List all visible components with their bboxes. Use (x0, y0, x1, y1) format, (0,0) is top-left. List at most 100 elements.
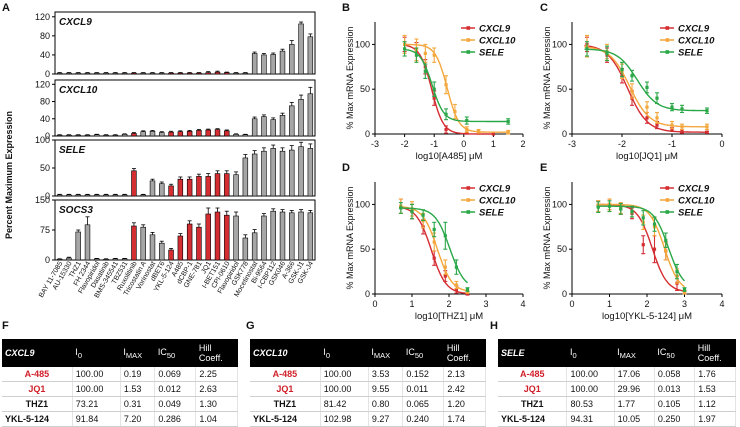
bar (75, 231, 81, 261)
value-cell: 0.065 (402, 396, 445, 412)
legend-marker (665, 38, 670, 42)
data-point (465, 127, 469, 132)
value-cell: 0.013 (654, 381, 696, 397)
x-tick-label: 1 (491, 139, 496, 149)
value-cell: 91.84 (72, 411, 121, 427)
bar (84, 194, 91, 197)
data-point (680, 107, 684, 111)
value-cell: 100.00 (566, 381, 615, 397)
y-tick-label: 100 (355, 199, 370, 209)
legend-label: CXCL10 (678, 196, 715, 207)
bar (149, 130, 156, 137)
panel-label-d: D (342, 162, 350, 174)
bar (56, 258, 63, 261)
legend-label: CXCL10 (678, 36, 715, 47)
panel-label-a: A (2, 2, 10, 14)
table-row: A-485 100.00 17.06 0.058 1.76 (498, 367, 736, 382)
y-tick-label: 50 (557, 244, 567, 254)
bar (121, 194, 128, 197)
legend-marker (466, 198, 471, 202)
bar-panel-socs3: SOCS3 0 75 150 (35, 195, 316, 265)
header-ic50: IC50 (402, 339, 444, 367)
legend-marker (665, 198, 670, 202)
data-point (655, 96, 659, 100)
hill-line2: Coeff. (198, 353, 223, 363)
value-cell: 100.00 (566, 367, 615, 382)
hill-line2: Coeff. (446, 353, 471, 363)
table-row: YKL-5-124 102.98 9.27 0.240 1.74 (250, 411, 486, 427)
legend-label: CXCL9 (678, 184, 710, 195)
bar (298, 23, 304, 75)
bar (196, 176, 202, 197)
data-point (705, 109, 709, 113)
value-cell: 2.63 (195, 381, 238, 397)
y-tick-label: 0 (365, 129, 370, 139)
legend-marker (466, 186, 471, 190)
value-cell: 102.98 (320, 411, 369, 427)
bar (56, 134, 63, 137)
dose-response-e: 0 50 100 0 1 2 3 4 log10[YKL-5-124] μM % Max mRNA… (542, 182, 725, 322)
bar (233, 174, 239, 197)
legend-marker (665, 186, 670, 190)
header-hill: Hill Coeff. (195, 339, 238, 367)
bar (298, 99, 304, 137)
y-tick-label: 100 (35, 135, 50, 145)
ic50-sub: 50 (166, 350, 176, 360)
value-cell: 17.06 (614, 367, 655, 382)
data-point (682, 287, 687, 292)
bar (261, 215, 267, 261)
data-point (630, 209, 634, 214)
y-tick-label: 50 (360, 244, 370, 254)
panel-label-c: C (540, 2, 548, 14)
y-tick-label: 100 (355, 39, 370, 49)
value-cell: 1.53 (694, 381, 736, 397)
legend-marker (665, 50, 670, 54)
data-point (675, 270, 679, 274)
bar-panel-sele: SELE 0 50 100 (35, 135, 316, 201)
bar (131, 72, 137, 75)
compound-cell: THZ1 (498, 396, 568, 412)
bar (205, 213, 211, 261)
legend-label: SELE (678, 208, 703, 219)
value-cell: 81.42 (320, 396, 369, 412)
table-gene-header: CXCL9 (2, 339, 73, 367)
value-cell: 100.00 (320, 367, 369, 382)
fit-curve-cxcl9 (398, 206, 468, 295)
bar (103, 134, 109, 137)
imax-sub: MAX (619, 350, 636, 360)
data-point (506, 130, 510, 134)
data-point (491, 132, 495, 136)
bar (94, 72, 100, 75)
y-tick-label: 100 (552, 199, 567, 209)
bar (270, 210, 276, 261)
bar (307, 36, 314, 75)
bar (242, 72, 249, 75)
dose-response-b: 0 50 100 -3 -2 -1 0 1 2 log10[A485] μM % Max mRNA … (345, 22, 526, 162)
data-point (630, 89, 634, 93)
y-tick-label: 40 (40, 50, 50, 60)
data-point (664, 238, 668, 242)
data-point (444, 112, 448, 116)
bar (224, 214, 230, 261)
table-header-row: SELE I0 IMAX IC50 Hill Coeff. (498, 339, 736, 367)
data-point (444, 83, 448, 87)
compound-cell: THZ1 (2, 396, 73, 412)
bar (270, 148, 276, 197)
y-tick-label: 120 (35, 12, 50, 22)
value-cell: 2.13 (443, 367, 486, 382)
bar (214, 173, 221, 197)
bar (159, 132, 165, 137)
bar (279, 211, 286, 261)
y-tick-label: 150 (35, 195, 50, 205)
x-axis-label: log10[YKL-5-124] μM (602, 311, 692, 322)
x-tick-label: 1 (409, 299, 414, 309)
data-point (465, 131, 469, 135)
header-imax: IMAX (614, 339, 655, 367)
hill-line1: Hill (697, 343, 711, 353)
hill-line1: Hill (198, 343, 212, 353)
data-point (432, 53, 436, 57)
panel-label-h: H (490, 320, 498, 332)
bar (140, 226, 146, 261)
data-point (680, 125, 684, 129)
bar (214, 211, 221, 261)
